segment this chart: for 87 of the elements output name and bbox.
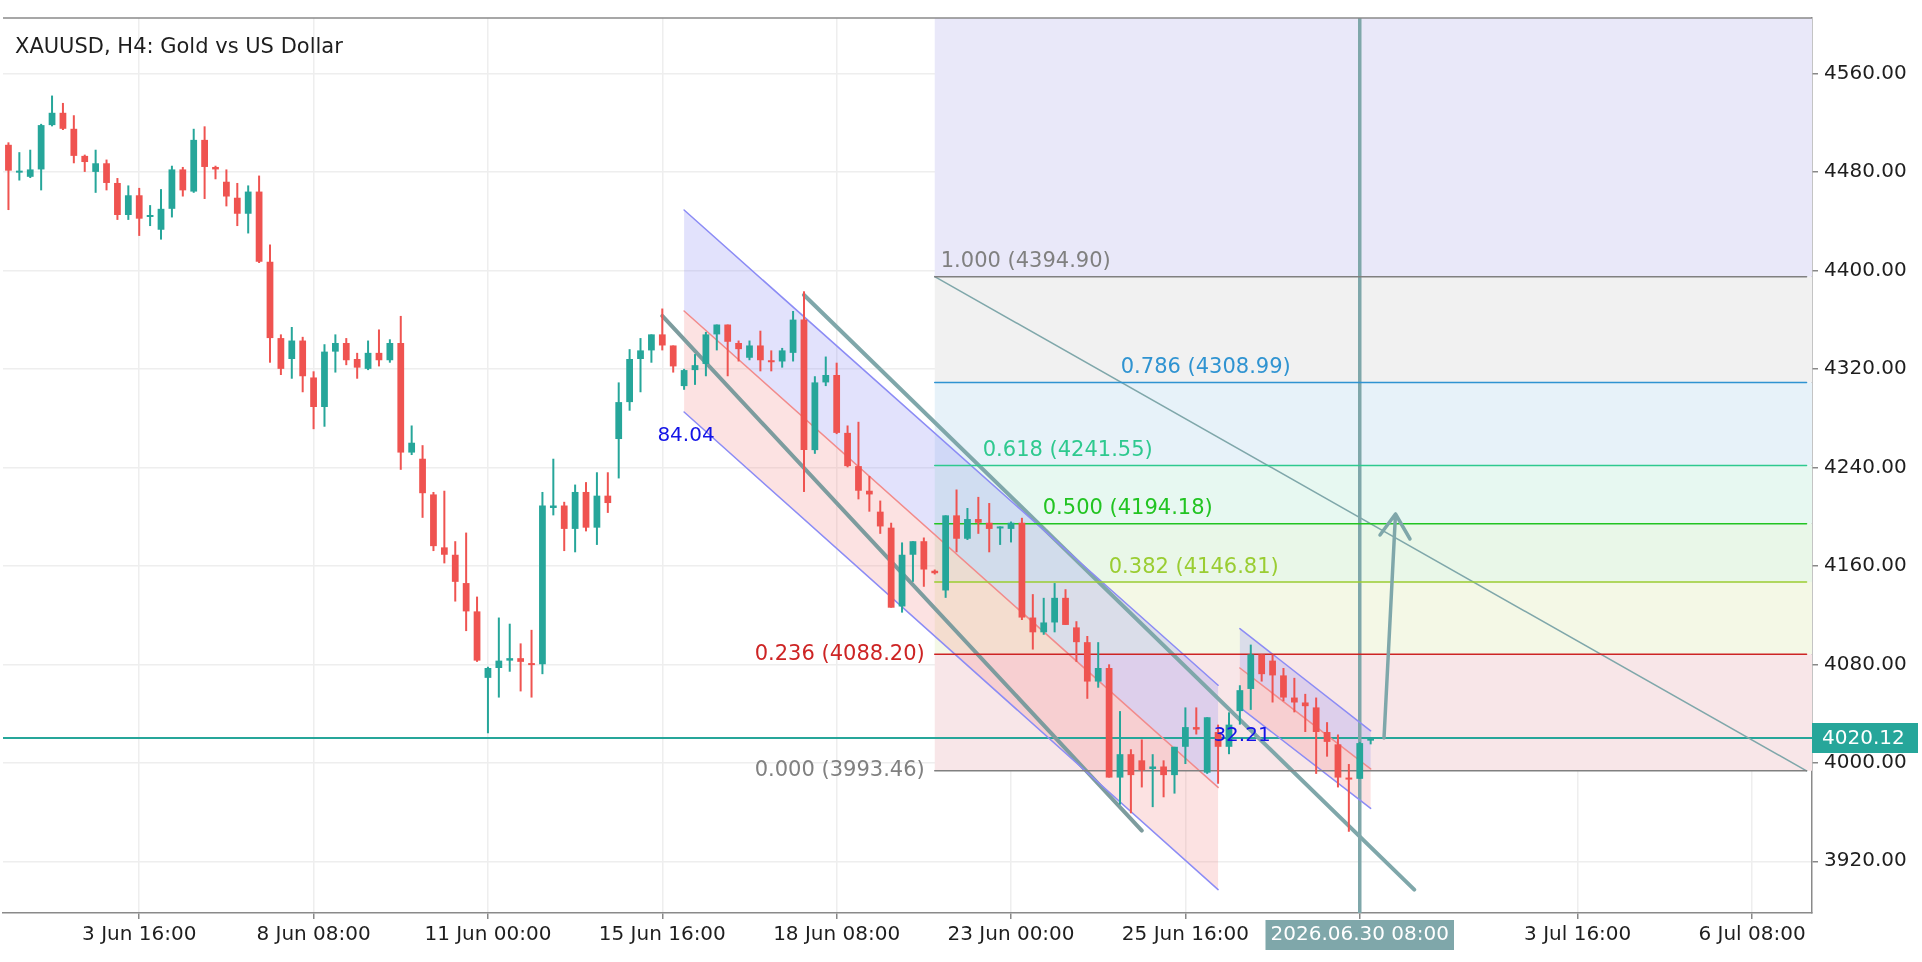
candlestick	[26, 148, 34, 180]
series-label: 0.500 (4194.18)	[1042, 495, 1213, 520]
candlestick	[386, 338, 394, 364]
candlestick	[342, 337, 350, 367]
annotation: 84.04	[657, 422, 715, 447]
series-label: 0.786 (4308.99)	[1120, 353, 1291, 378]
series-label: 0.618 (4241.55)	[982, 436, 1153, 461]
x-tick-label: 23 Jun 00:00	[947, 921, 1075, 946]
y-tick-label: 4000.00	[1824, 749, 1907, 774]
candlestick	[244, 184, 252, 235]
candlestick	[1323, 721, 1331, 758]
y-tick-label: 4400.00	[1824, 256, 1907, 281]
x-tick-label: 25 Jun 16:00	[1121, 921, 1249, 946]
candlestick	[440, 489, 448, 565]
candlestick	[15, 151, 23, 182]
candlestick	[517, 642, 525, 693]
candlestick	[233, 181, 241, 228]
candlestick	[1269, 653, 1276, 704]
candlestick	[1138, 738, 1146, 789]
candlestick	[1040, 596, 1048, 636]
series-label: 1.000 (4394.90)	[940, 248, 1111, 273]
candlestick	[822, 355, 830, 388]
x-tick-label: 8 Jun 08:00	[256, 921, 371, 946]
series-label: 0.382 (4146.81)	[1108, 553, 1279, 578]
candlestick	[135, 186, 143, 237]
candlestick	[767, 349, 775, 373]
candlestick	[778, 346, 786, 369]
y-tick-label: 4240.00	[1824, 453, 1907, 478]
x-tick-label: 2026.06.30 08:00	[1270, 921, 1450, 946]
x-tick-label: 18 Jun 08:00	[773, 921, 901, 946]
text: XAUUSD, H4: Gold vs US Dollar	[15, 34, 344, 59]
candlestick	[124, 184, 132, 221]
candlestick	[103, 158, 110, 192]
candlestick	[604, 471, 612, 514]
x-tick-label: 11 Jun 00:00	[424, 921, 552, 946]
candlestick	[953, 488, 960, 554]
candlestick	[746, 339, 753, 362]
x-tick-label: 3 Jul 16:00	[1524, 921, 1632, 946]
candlestick	[332, 333, 339, 374]
candlestick	[1280, 667, 1287, 703]
candlestick	[223, 168, 230, 208]
candlestick	[996, 525, 1004, 546]
candlestick	[92, 148, 100, 194]
candlestick	[1094, 641, 1102, 689]
candlestick	[637, 337, 644, 394]
candlestick	[1301, 692, 1309, 734]
candlestick	[1345, 763, 1353, 833]
ref-line-label: 4020.12	[1822, 725, 1905, 750]
candlestick	[506, 622, 514, 673]
x-tick-label: 6 Jul 08:00	[1698, 921, 1806, 946]
candlestick	[669, 344, 677, 374]
candlestick	[484, 665, 492, 735]
candlestick	[1029, 593, 1037, 651]
candlestick	[528, 628, 535, 699]
candlestick	[985, 502, 993, 554]
candlestick	[658, 307, 666, 352]
y-tick-label: 4080.00	[1824, 650, 1907, 675]
candlestick	[909, 540, 917, 583]
y-tick-label: 4320.00	[1824, 355, 1907, 380]
candlestick	[288, 326, 296, 380]
candlestick	[179, 165, 187, 198]
candlestick	[974, 495, 982, 535]
candlestick	[964, 506, 971, 541]
candlestick	[1236, 684, 1244, 726]
candlestick	[408, 424, 416, 457]
candlestick	[735, 339, 742, 363]
candlestick	[713, 323, 721, 352]
series-label: 0.236 (4088.20)	[754, 640, 925, 665]
candlestick	[876, 499, 884, 535]
candlestick	[648, 333, 655, 364]
y-tick-label: 4160.00	[1824, 552, 1907, 577]
candlestick	[757, 329, 764, 373]
candlestick	[1160, 759, 1167, 799]
candlestick	[1192, 706, 1200, 736]
candlestick	[691, 353, 699, 386]
candlestick	[495, 616, 503, 699]
candlestick	[1073, 620, 1080, 663]
y-tick-label: 3920.00	[1824, 847, 1907, 872]
series-label: 0.000 (3993.46)	[754, 757, 925, 782]
y-tick-label: 4480.00	[1824, 158, 1907, 183]
candlestick	[353, 351, 361, 380]
candlestick	[560, 500, 568, 553]
x-tick-label: 3 Jun 16:00	[82, 921, 197, 946]
x-tick-label: 15 Jun 16:00	[598, 921, 726, 946]
candlestick	[1258, 653, 1266, 683]
candlestick	[724, 323, 732, 378]
y-tick-label: 4560.00	[1824, 59, 1907, 84]
